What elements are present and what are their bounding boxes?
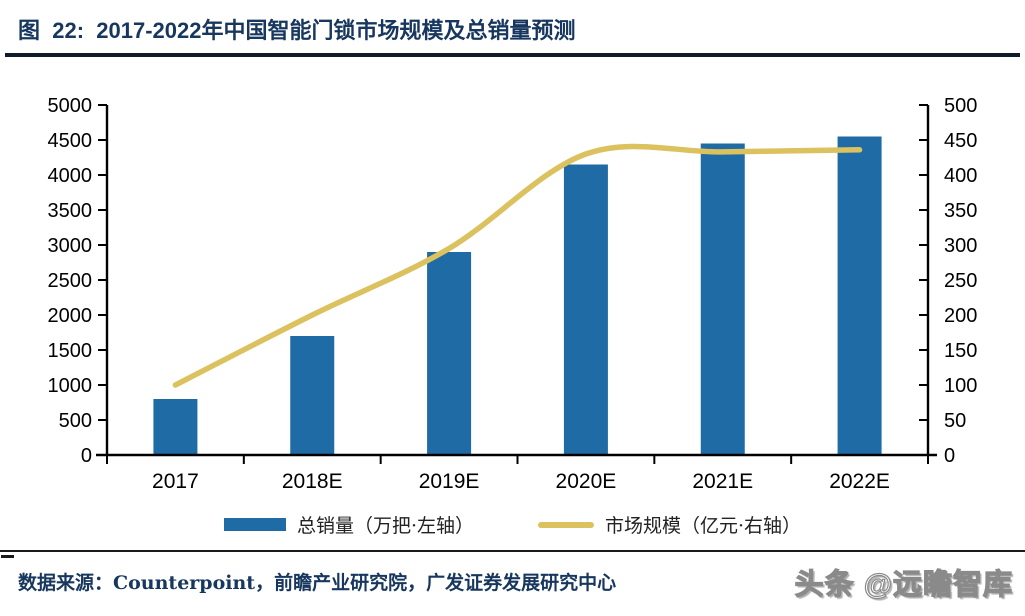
watermark-text: 头条 @远瞻智库 xyxy=(794,568,1013,601)
left-axis-tick-label: 2000 xyxy=(48,305,93,327)
left-axis-tick-label: 3500 xyxy=(48,200,93,222)
right-axis-tick-label: 250 xyxy=(944,270,977,292)
category-label-2020E: 2020E xyxy=(556,470,617,493)
legend-item-total-sales: 总销量（万把·左轴） xyxy=(223,511,474,538)
legend-label-market-size: 市场规模（亿元·右轴） xyxy=(605,515,802,537)
left-axis-tick-label: 0 xyxy=(81,445,92,467)
left-axis-tick-label: 500 xyxy=(59,410,92,432)
footer-left-dash xyxy=(1,554,14,558)
figure-title: 图 22: 2017-2022年中国智能门锁市场规模及总销量预测 xyxy=(18,18,576,43)
left-axis-tick-label: 4500 xyxy=(48,130,93,152)
bar-2019E xyxy=(427,251,472,455)
category-label-2022E: 2022E xyxy=(829,470,890,493)
right-axis-tick-label: 500 xyxy=(944,95,977,117)
right-axis-tick-label: 450 xyxy=(944,130,977,152)
category-label-2018E: 2018E xyxy=(282,470,343,493)
bar-2020E xyxy=(563,164,608,455)
data-source-text: 数据来源：Counterpoint，前瞻产业研究院，广发证券发展研究中心 xyxy=(18,572,617,594)
left-axis-tick-label: 1000 xyxy=(48,375,93,397)
bar-2022E xyxy=(837,136,882,455)
right-axis-tick-label: 300 xyxy=(944,235,977,257)
left-axis-tick-label: 4000 xyxy=(48,165,93,187)
chart-legend: 总销量（万把·左轴） 市场规模（亿元·右轴） xyxy=(0,502,1025,548)
right-axis-tick-label: 50 xyxy=(944,410,966,432)
right-axis-tick-label: 0 xyxy=(944,445,955,467)
category-label-2017: 2017 xyxy=(152,470,199,493)
left-axis-tick-label: 2500 xyxy=(48,270,93,292)
right-axis-tick-label: 150 xyxy=(944,340,977,362)
combo-chart-canvas: 0500100015002000250030003500400045005000… xyxy=(48,95,978,493)
category-label-2021E: 2021E xyxy=(692,470,753,493)
bar-series-swatch xyxy=(223,518,286,531)
title-divider-rule xyxy=(5,53,1020,57)
line-series-swatch xyxy=(538,521,594,528)
bar-2018E xyxy=(290,335,335,455)
footer-divider-rule xyxy=(0,549,1025,558)
right-axis-tick-label: 400 xyxy=(944,165,977,187)
left-axis-tick-label: 1500 xyxy=(48,340,93,362)
category-label-2019E: 2019E xyxy=(419,470,480,493)
right-axis-tick-label: 200 xyxy=(944,305,977,327)
footer: 数据来源：Counterpoint，前瞻产业研究院，广发证券发展研究中心 头条 … xyxy=(0,552,1025,603)
legend-label-total-sales: 总销量（万把·左轴） xyxy=(296,515,474,537)
bar-2021E xyxy=(700,143,745,455)
bar-2017 xyxy=(153,398,198,455)
market-size-line xyxy=(172,143,863,388)
right-axis-tick-label: 100 xyxy=(944,375,977,397)
left-axis-tick-label: 5000 xyxy=(48,95,93,117)
left-axis-tick-label: 3000 xyxy=(48,235,93,257)
right-axis-tick-label: 350 xyxy=(944,200,977,222)
legend-item-market-size: 市场规模（亿元·右轴） xyxy=(538,511,801,538)
